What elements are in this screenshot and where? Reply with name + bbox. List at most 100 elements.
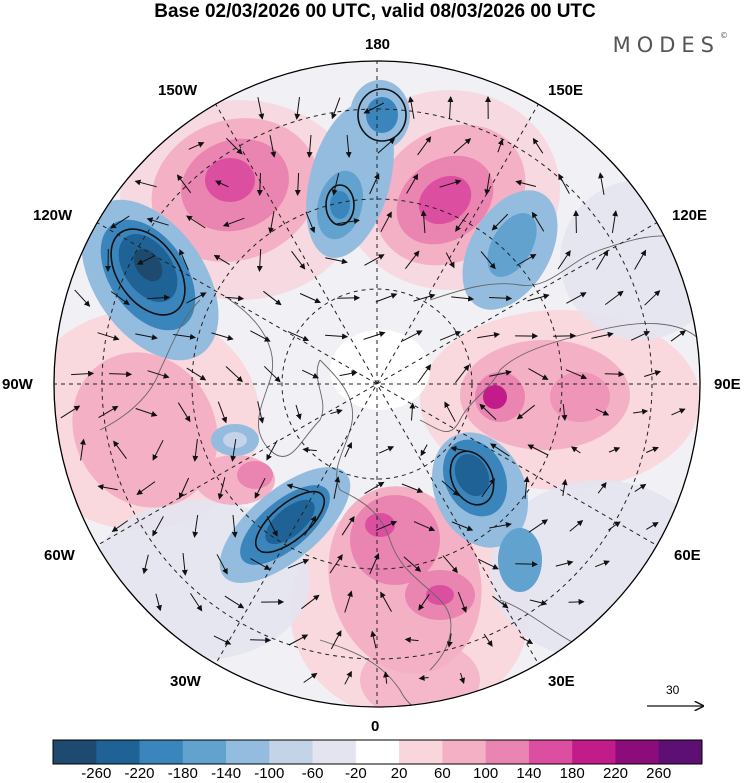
wind-arrow	[477, 332, 500, 339]
wind-arrow	[113, 440, 127, 459]
wind-arrow	[110, 291, 130, 306]
wind-arrow	[330, 408, 343, 415]
wind-arrow	[217, 477, 226, 500]
wind-arrow	[447, 96, 454, 120]
wind-arrow	[295, 404, 302, 420]
wind-arrow	[213, 635, 232, 645]
wind-arrow	[565, 369, 588, 380]
lon-label-150e: 150E	[548, 82, 584, 99]
wind-arrow	[444, 401, 456, 422]
wind-arrow	[370, 630, 377, 649]
wind-arrow	[344, 441, 353, 458]
wind-arrow	[516, 253, 537, 266]
wind-arrow	[532, 137, 544, 154]
wind-arrow	[413, 293, 436, 302]
wind-arrow	[445, 252, 455, 269]
wind-arrow	[339, 370, 358, 377]
wind-arrow	[288, 634, 309, 646]
wind-arrow	[329, 554, 343, 574]
wind-arrow	[568, 598, 585, 605]
lon-label-150w: 150W	[158, 82, 198, 99]
wind-arrow	[111, 520, 128, 532]
wind-arrow	[417, 136, 432, 156]
colorbar-swatch	[485, 740, 530, 764]
wind-arrow	[528, 519, 549, 533]
colorbar-tick-label: 100	[473, 765, 499, 782]
wind-arrow	[230, 439, 237, 462]
wind-arrow	[451, 521, 474, 532]
wind-arrow	[570, 446, 581, 454]
wind-arrow	[489, 521, 512, 529]
wind-arrow	[644, 370, 662, 377]
wind-arrow	[303, 672, 318, 683]
wind-arrow	[634, 483, 647, 493]
wind-arrow	[529, 599, 548, 606]
wind-arrow	[301, 594, 320, 610]
wind-arrow	[380, 591, 392, 612]
wind-arrow	[173, 333, 196, 340]
wind-arrow	[380, 211, 392, 232]
wind-arrow	[79, 438, 86, 461]
wind-arrow	[345, 134, 352, 158]
wind-arrow	[451, 295, 475, 302]
wind-arrow	[608, 447, 621, 453]
wind-arrow	[515, 179, 537, 187]
wind-arrow	[257, 401, 265, 424]
wind-arrow	[109, 371, 133, 378]
wind-arrow	[483, 633, 493, 647]
wind-arrow	[377, 138, 396, 154]
wind-arrow	[222, 217, 245, 227]
wind-arrow	[492, 595, 509, 609]
wind-arrow	[134, 179, 157, 188]
wind-arrow	[325, 333, 349, 340]
colorbar-swatch	[615, 740, 660, 764]
colorbar-tick-label: 20	[390, 765, 408, 782]
wind-arrow	[337, 218, 360, 225]
wind-arrow	[214, 180, 229, 188]
colorbar-frame	[52, 739, 703, 765]
wind-arrow	[286, 483, 309, 492]
wind-arrow	[527, 293, 550, 302]
colorbar-tick-label: 60	[434, 765, 451, 782]
lon-label-90w: 90W	[2, 376, 33, 393]
wind-arrow	[409, 402, 416, 421]
wind-arrow	[553, 332, 577, 339]
wind-arrow	[294, 172, 301, 196]
wind-arrow	[591, 331, 614, 339]
wind-arrow	[364, 481, 385, 495]
wind-arrow	[455, 212, 469, 232]
wind-arrow	[375, 520, 398, 531]
wind-arrow	[135, 333, 158, 341]
wind-arrow	[225, 137, 243, 155]
modes-logo: MODES©	[612, 31, 728, 57]
wind-arrow	[60, 405, 81, 419]
wind-arrow	[250, 558, 271, 570]
wind-arrow	[604, 290, 624, 306]
lon-label-120w: 120W	[33, 207, 73, 224]
wind-arrow	[490, 443, 510, 457]
wind-arrow	[403, 556, 422, 572]
wind-arrow	[417, 364, 432, 384]
wind-arrow	[71, 370, 95, 377]
wind-arrow	[369, 552, 380, 575]
lon-label-30w: 30W	[170, 673, 201, 690]
wind-arrow	[225, 295, 245, 302]
wind-arrow	[152, 439, 164, 461]
wind-arrow	[268, 211, 275, 234]
colorbar-swatch	[658, 740, 703, 764]
wind-arrow	[597, 481, 607, 494]
wind-arrow	[176, 174, 192, 194]
colorbar-tick-label: 180	[559, 765, 585, 782]
wind-vectors	[60, 96, 687, 685]
wind-arrow	[671, 408, 686, 416]
wind-arrow	[561, 479, 568, 497]
wind-arrow	[291, 250, 306, 270]
wind-arrow	[450, 445, 473, 453]
wind-arrow	[363, 331, 386, 340]
colorbar-tick-label: -60	[301, 765, 324, 782]
wind-arrow	[404, 636, 419, 643]
colorbar-swatch	[96, 740, 141, 764]
wind-arrow	[442, 555, 458, 574]
wind-arrow	[341, 515, 355, 536]
